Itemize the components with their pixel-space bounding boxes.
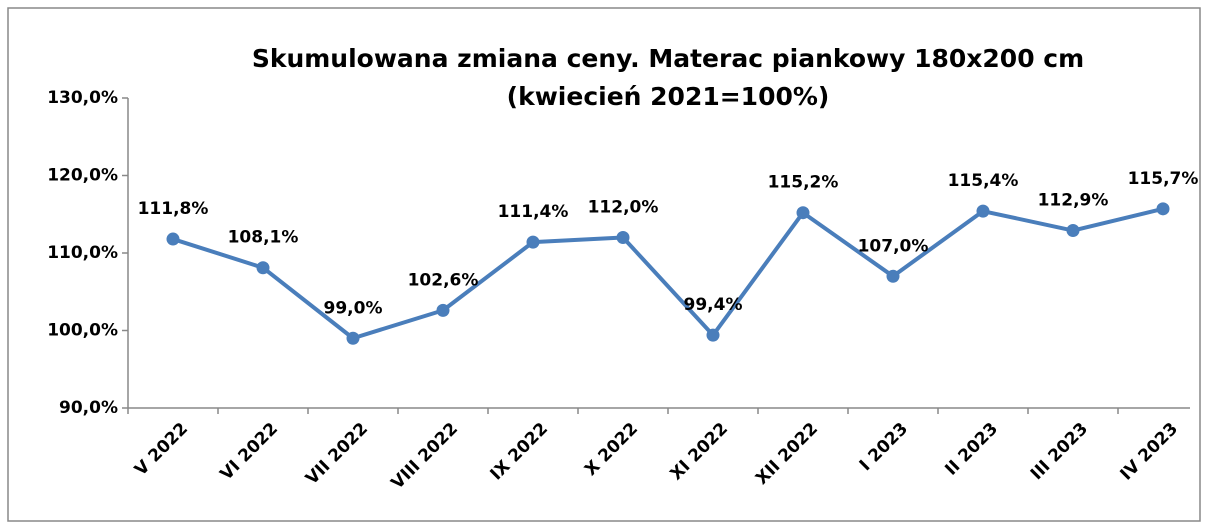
marker xyxy=(616,231,630,244)
marker xyxy=(886,269,900,283)
chart-border xyxy=(7,7,1201,522)
marker xyxy=(526,235,540,249)
data-label: 107,0% xyxy=(858,236,929,256)
marker xyxy=(1156,202,1170,216)
chart-title: (kwiecień 2021=100%) xyxy=(507,82,830,111)
y-tick-label: 130,0% xyxy=(47,88,118,108)
marker xyxy=(256,261,270,275)
data-label: 115,2% xyxy=(768,173,839,193)
data-label: 99,0% xyxy=(324,298,383,318)
data-label: 112,0% xyxy=(588,198,659,218)
data-label: 108,1% xyxy=(228,228,299,248)
y-tick-label: 90,0% xyxy=(59,398,118,418)
y-tick-label: 110,0% xyxy=(47,243,118,263)
y-tick-label: 100,0% xyxy=(47,321,118,341)
marker xyxy=(976,204,990,218)
marker xyxy=(436,303,450,317)
data-label: 111,4% xyxy=(498,202,569,222)
marker xyxy=(706,328,720,342)
data-label: 102,6% xyxy=(408,270,479,290)
data-label: 112,9% xyxy=(1038,191,1109,211)
data-label: 115,7% xyxy=(1128,169,1199,189)
marker xyxy=(796,206,810,220)
marker xyxy=(1066,224,1080,238)
marker xyxy=(346,331,360,345)
data-label: 111,8% xyxy=(138,199,209,219)
data-label: 99,4% xyxy=(684,295,743,315)
marker xyxy=(166,232,180,246)
chart-title: Skumulowana zmiana ceny. Materac piankow… xyxy=(252,44,1084,73)
data-label: 115,4% xyxy=(948,171,1019,191)
y-tick-label: 120,0% xyxy=(47,166,118,186)
line xyxy=(172,206,1164,341)
